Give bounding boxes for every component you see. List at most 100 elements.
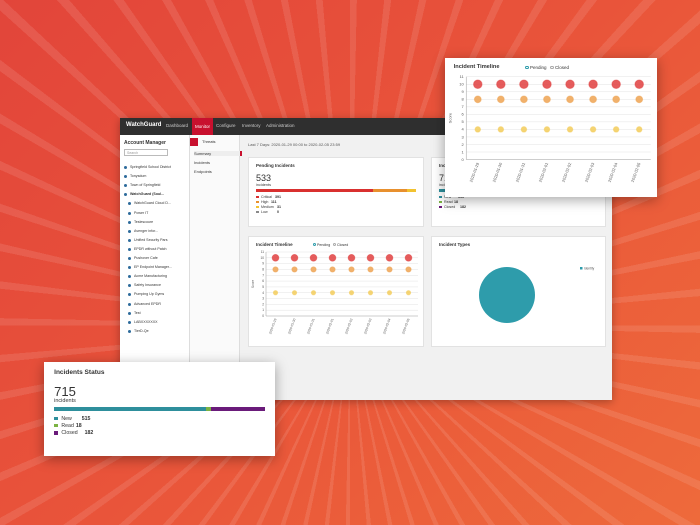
incident-point [385,254,394,262]
legend-item[interactable]: Pending [317,242,331,247]
account-item[interactable]: LABXXXXXXX [134,319,158,324]
account-item[interactable]: WatchGuard (Soul... [130,192,165,197]
incident-point [589,95,597,104]
bar-segment [54,406,206,411]
y-tick-label: 6 [462,112,465,117]
menu-item[interactable]: Endpoints [194,169,212,174]
types-card: Incident Types Identity [431,236,606,347]
x-tick-label: 2020-02-04 [382,318,391,335]
status-popup: Incidents Status 715 incidents New 515 Read 18… [44,362,275,456]
nav-tab[interactable]: Dashboard [166,123,189,128]
account-item[interactable]: Advanced EPDR [134,301,161,306]
account-icon [124,184,127,188]
incident-point [290,254,299,262]
incident-point [519,79,529,90]
nav-tab[interactable]: Configure [216,123,236,128]
total: 715 [54,383,76,399]
account-item[interactable]: Safety Insurance [134,283,161,288]
pie-slice [479,267,535,323]
incident-point [473,79,483,90]
account-icon [128,320,131,324]
incident-point [496,95,505,104]
bar-segment [406,189,416,192]
total-unit: incidents [256,183,271,187]
account-icon [128,293,131,297]
y-tick-label: 7 [262,273,264,277]
account-item[interactable]: Pumping Up Gyms [134,292,165,297]
legend-value: 0 [277,210,279,214]
incident-point [520,95,528,104]
legend-marker [333,243,336,246]
legend-value: 515 [81,415,91,422]
legend-item[interactable]: Closed [337,242,349,247]
account-item[interactable]: WatchGuard Cloud D... [134,201,172,206]
account-icon [128,229,131,233]
search-box[interactable]: Search [124,149,168,156]
incident-point [496,79,506,90]
legend-value: 18 [454,200,458,204]
incident-point [309,254,318,262]
account-item[interactable]: TierD-Qe [134,328,149,333]
y-tick-label: 5 [462,119,465,124]
incident-point [612,95,621,104]
legend-name: Identity [584,267,595,271]
legend-item[interactable]: Closed [555,64,570,70]
account-icon [128,302,131,306]
legend-name: New [444,195,452,199]
x-tick-label: 2020-02-01 [538,161,550,183]
account-item[interactable]: Tonysdum [130,174,147,179]
bar-segment [256,189,374,192]
y-tick-label: 10 [260,256,264,260]
menu-item[interactable]: Incidents [194,160,211,165]
incident-point [612,126,620,133]
account-icon [128,247,131,251]
bar-segment [211,406,265,411]
date-range[interactable]: Last 7 Days: 2020-01-29 00:00 to 2020-02… [248,142,341,147]
incident-point [404,254,413,262]
menu-title-badge [190,138,198,146]
incident-point [291,266,298,273]
nav-tab[interactable]: Monitor [192,118,214,135]
account-item[interactable]: EP Endpoint Manager... [134,265,172,270]
bar-segment [373,189,407,192]
x-tick-label: 2020-01-31 [514,161,526,183]
y-tick-label: 5 [262,285,264,289]
x-tick-label: 2020-02-02 [344,318,353,335]
legend-name: Read [444,200,453,204]
account-item[interactable]: Town of Springfield [130,183,161,188]
y-tick-label: 7 [462,104,465,109]
legend-value: 111 [271,200,277,204]
y-tick-label: 9 [262,262,264,266]
account-item[interactable]: EPDR without Patch [134,246,167,251]
y-tick-label: 1 [262,308,264,312]
nav-tab[interactable]: Inventory [242,123,261,128]
incident-point [329,290,336,296]
legend-item[interactable]: Pending [530,64,547,70]
legend-swatch [256,200,259,204]
legend-swatch [439,195,442,199]
menu-item[interactable]: Summary [194,151,242,156]
pie-plot: Identity [479,267,595,323]
account-item[interactable]: Unified Security Pars [134,237,168,242]
incident-point [348,266,355,273]
incident-point [386,266,393,273]
y-tick-label: 4 [262,291,264,295]
account-item[interactable]: Acme Manufacturing [134,274,167,279]
sidebar: Account Manager Search Springfield School … [120,135,190,400]
account-item[interactable]: Springfield School District [130,165,171,169]
account-icon [124,166,127,169]
account-item[interactable]: Pushover Cafe [134,256,158,260]
y-tick-label: 1 [462,149,465,154]
y-tick-label: 3 [462,134,465,139]
account-item[interactable]: Power IT [134,210,149,215]
incident-point [565,79,575,90]
incident-point [291,290,298,296]
menu-title: Threats [202,139,216,144]
incident-point [367,266,374,273]
nav-tab[interactable]: Administration [266,123,295,128]
account-item[interactable]: Avenger infor... [134,228,159,233]
account-item[interactable]: Teslescoure [134,219,154,224]
x-tick-label: 2020-02-05 [401,318,410,335]
account-item[interactable]: Test [134,310,141,315]
legend-name: Closed [61,430,78,437]
